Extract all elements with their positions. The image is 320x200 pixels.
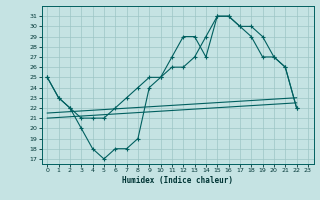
X-axis label: Humidex (Indice chaleur): Humidex (Indice chaleur) (122, 176, 233, 185)
